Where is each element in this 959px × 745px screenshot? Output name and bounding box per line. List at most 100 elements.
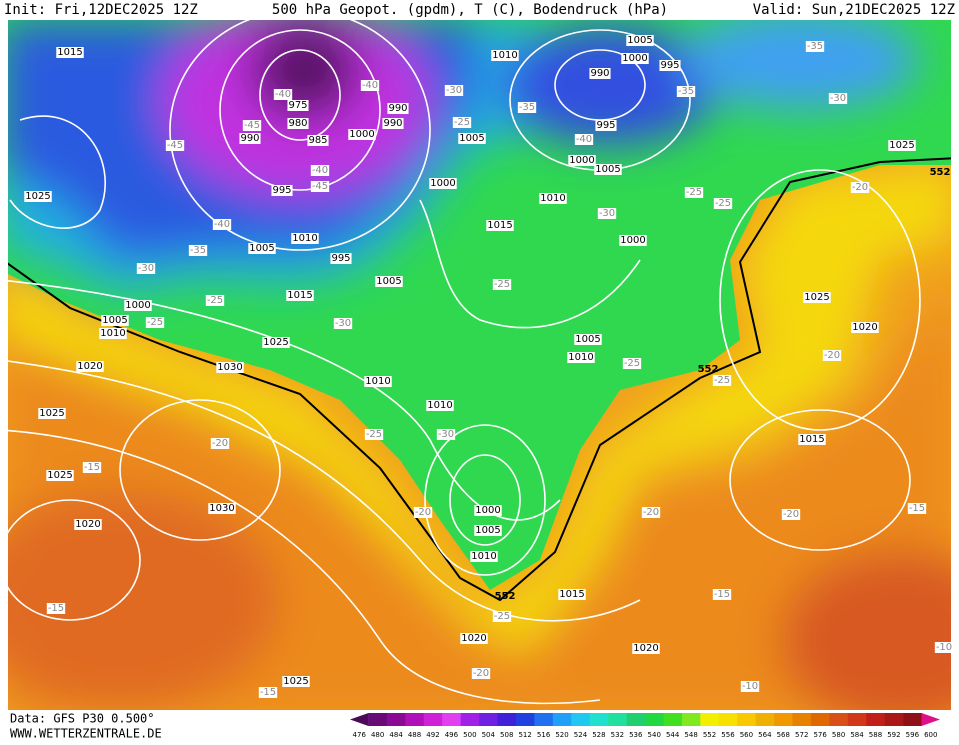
colorbar-label: 516 [537,731,551,739]
colorbar-label: 532 [611,731,624,739]
label-box [413,507,433,518]
label-box [574,134,594,145]
pressure-label: 1000 [569,155,594,166]
colorbar-label: 544 [666,731,680,739]
temperature-label: -20 [643,507,659,518]
pressure-label: 1025 [283,676,308,687]
pressure-label: 1000 [430,178,455,189]
temperature-label: -40 [312,165,328,176]
label-box [803,292,831,303]
pressure-label: 1010 [365,376,390,387]
pressure-label: 1005 [459,133,484,144]
label-box [444,85,464,96]
colorbar-label: 500 [463,731,476,739]
colorbar-swatch [368,713,388,726]
label-box [574,334,602,345]
temperature-label: -25 [454,117,470,128]
label-box [429,178,457,189]
label-box [594,164,622,175]
label-box [38,408,66,419]
label-box [458,133,486,144]
field-light-blue [680,20,920,110]
label-box [712,375,732,386]
colorbar-label: 552 [703,731,716,739]
label-box [333,318,353,329]
pressure-label: 1015 [559,589,584,600]
temperature-label: -20 [212,438,228,449]
isobar [729,409,911,551]
label-box [828,93,848,104]
pressure-label: 1005 [595,164,620,175]
colorbar-label: 488 [408,731,421,739]
colorbar-swatch [497,713,517,726]
temperature-label: -15 [48,603,64,614]
label-box [273,89,293,100]
colorbar-label: 556 [721,731,735,739]
label-box [99,328,127,339]
temperature-label: -25 [624,358,640,369]
temperature-label: -20 [783,509,799,520]
colorbar-label: 524 [574,731,588,739]
label-box [287,100,309,111]
temperature-label: -30 [138,263,154,274]
label-box [934,642,954,653]
label-box [621,53,649,64]
temperature-label: -25 [715,198,731,209]
label-box [486,220,514,231]
temperature-label: -40 [275,89,291,100]
label-box [597,208,617,219]
data-source: Data: GFS P30 0.500° [10,712,155,726]
temperature-label: -20 [415,507,431,518]
colorbar-label: 592 [887,731,900,739]
colorbar-swatch [866,713,885,726]
pressure-label: 1025 [39,408,64,419]
label-box [539,193,567,204]
isobar [219,29,381,191]
label-box [307,135,329,146]
temperature-label: -45 [312,181,328,192]
pressure-label: 1020 [77,361,102,372]
label-box [452,117,472,128]
field-dark-orange [8,490,280,710]
website: WWW.WETTERZENTRALE.DE [10,727,162,741]
label-box [165,140,185,151]
colorbar-label: 508 [500,731,513,739]
colorbar-label: 520 [555,731,568,739]
label-box [188,245,208,256]
pressure-label: 1015 [799,434,824,445]
label-box [626,35,654,46]
map-title: 500 hPa Geopot. (gpdm), T (C), Bodendruc… [272,2,668,18]
label-box [348,129,376,140]
pressure-label: 1005 [376,276,401,287]
isobar [424,424,546,576]
isobar [9,115,106,229]
pressure-label: 1010 [100,328,125,339]
label-box [205,295,225,306]
pressure-label: 1025 [25,191,50,202]
label-box [713,198,733,209]
pressure-label: 1010 [492,50,517,61]
colorbar-swatch [442,713,461,726]
pressure-label: 1005 [102,315,127,326]
label-box [676,86,696,97]
label-box [492,611,512,622]
label-box [56,47,84,58]
colorbar-swatch [700,713,720,726]
pressure-label: 1010 [540,193,565,204]
label-box [805,41,825,52]
label-box [460,633,488,644]
temperature-label: -25 [366,429,382,440]
temperature-label: -30 [446,85,462,96]
colorbar-label: 600 [924,731,937,739]
label-box [208,503,236,514]
label-box [24,191,52,202]
label-box [258,687,278,698]
colorbar-label: 496 [445,731,459,739]
temperature-label: -15 [909,503,925,514]
label-box [684,187,704,198]
colorbar-swatch [755,713,775,726]
colorbar-swatch [718,713,738,726]
colorbar-swatch [774,713,793,726]
label-box [474,525,502,536]
label-box [364,376,392,387]
